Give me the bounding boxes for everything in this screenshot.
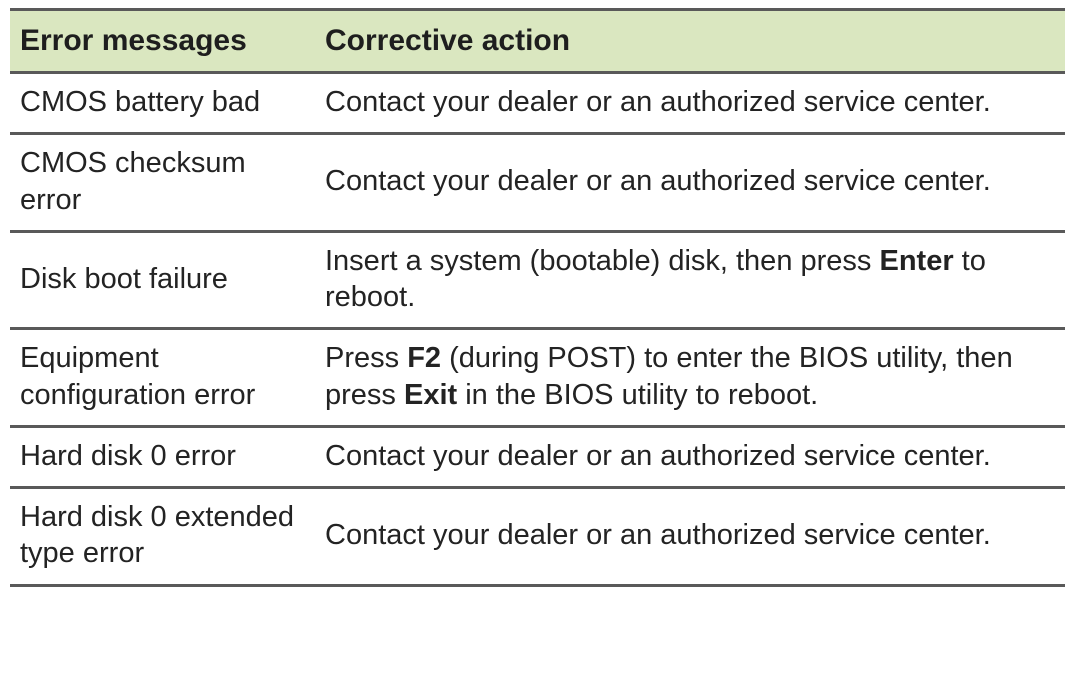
corrective-action-cell: Contact your dealer or an authorized ser…	[315, 426, 1065, 487]
action-bold-text: F2	[407, 342, 441, 374]
action-bold-text: Exit	[404, 379, 457, 411]
corrective-action-cell: Insert a system (bootable) disk, then pr…	[315, 231, 1065, 329]
action-text: Insert a system (bootable) disk, then pr…	[325, 245, 879, 277]
table-row: Hard disk 0 extended type error Contact y…	[10, 488, 1065, 586]
col-header-error-messages: Error messages	[10, 10, 315, 73]
action-bold-text: Enter	[879, 245, 953, 277]
action-text: Contact your dealer or an authorized ser…	[325, 86, 991, 118]
table-row: Disk boot failure Insert a system (bootab…	[10, 231, 1065, 329]
action-text: Press	[325, 342, 407, 374]
error-message-cell: Equipment configuration error	[10, 329, 315, 427]
action-text: Contact your dealer or an authorized ser…	[325, 519, 991, 551]
error-message-cell: Disk boot failure	[10, 231, 315, 329]
table-row: CMOS checksum error Contact your dealer o…	[10, 134, 1065, 232]
page: Error messages Corrective action CMOS ba…	[0, 0, 1075, 677]
table-row: CMOS battery bad Contact your dealer or a…	[10, 73, 1065, 134]
error-message-cell: CMOS checksum error	[10, 134, 315, 232]
error-messages-table: Error messages Corrective action CMOS ba…	[10, 8, 1065, 587]
col-header-corrective-action: Corrective action	[315, 10, 1065, 73]
corrective-action-cell: Press F2 (during POST) to enter the BIOS…	[315, 329, 1065, 427]
action-text: Contact your dealer or an authorized ser…	[325, 165, 991, 197]
error-message-cell: CMOS battery bad	[10, 73, 315, 134]
corrective-action-cell: Contact your dealer or an authorized ser…	[315, 134, 1065, 232]
error-message-cell: Hard disk 0 error	[10, 426, 315, 487]
error-message-cell: Hard disk 0 extended type error	[10, 488, 315, 586]
table-header-row: Error messages Corrective action	[10, 10, 1065, 73]
table-row: Equipment configuration errorPress F2 (d…	[10, 329, 1065, 427]
action-text: Contact your dealer or an authorized ser…	[325, 440, 991, 472]
table-row: Hard disk 0 error Contact your dealer or …	[10, 426, 1065, 487]
corrective-action-cell: Contact your dealer or an authorized ser…	[315, 488, 1065, 586]
action-text: in the BIOS utility to reboot.	[457, 379, 818, 411]
corrective-action-cell: Contact your dealer or an authorized ser…	[315, 73, 1065, 134]
